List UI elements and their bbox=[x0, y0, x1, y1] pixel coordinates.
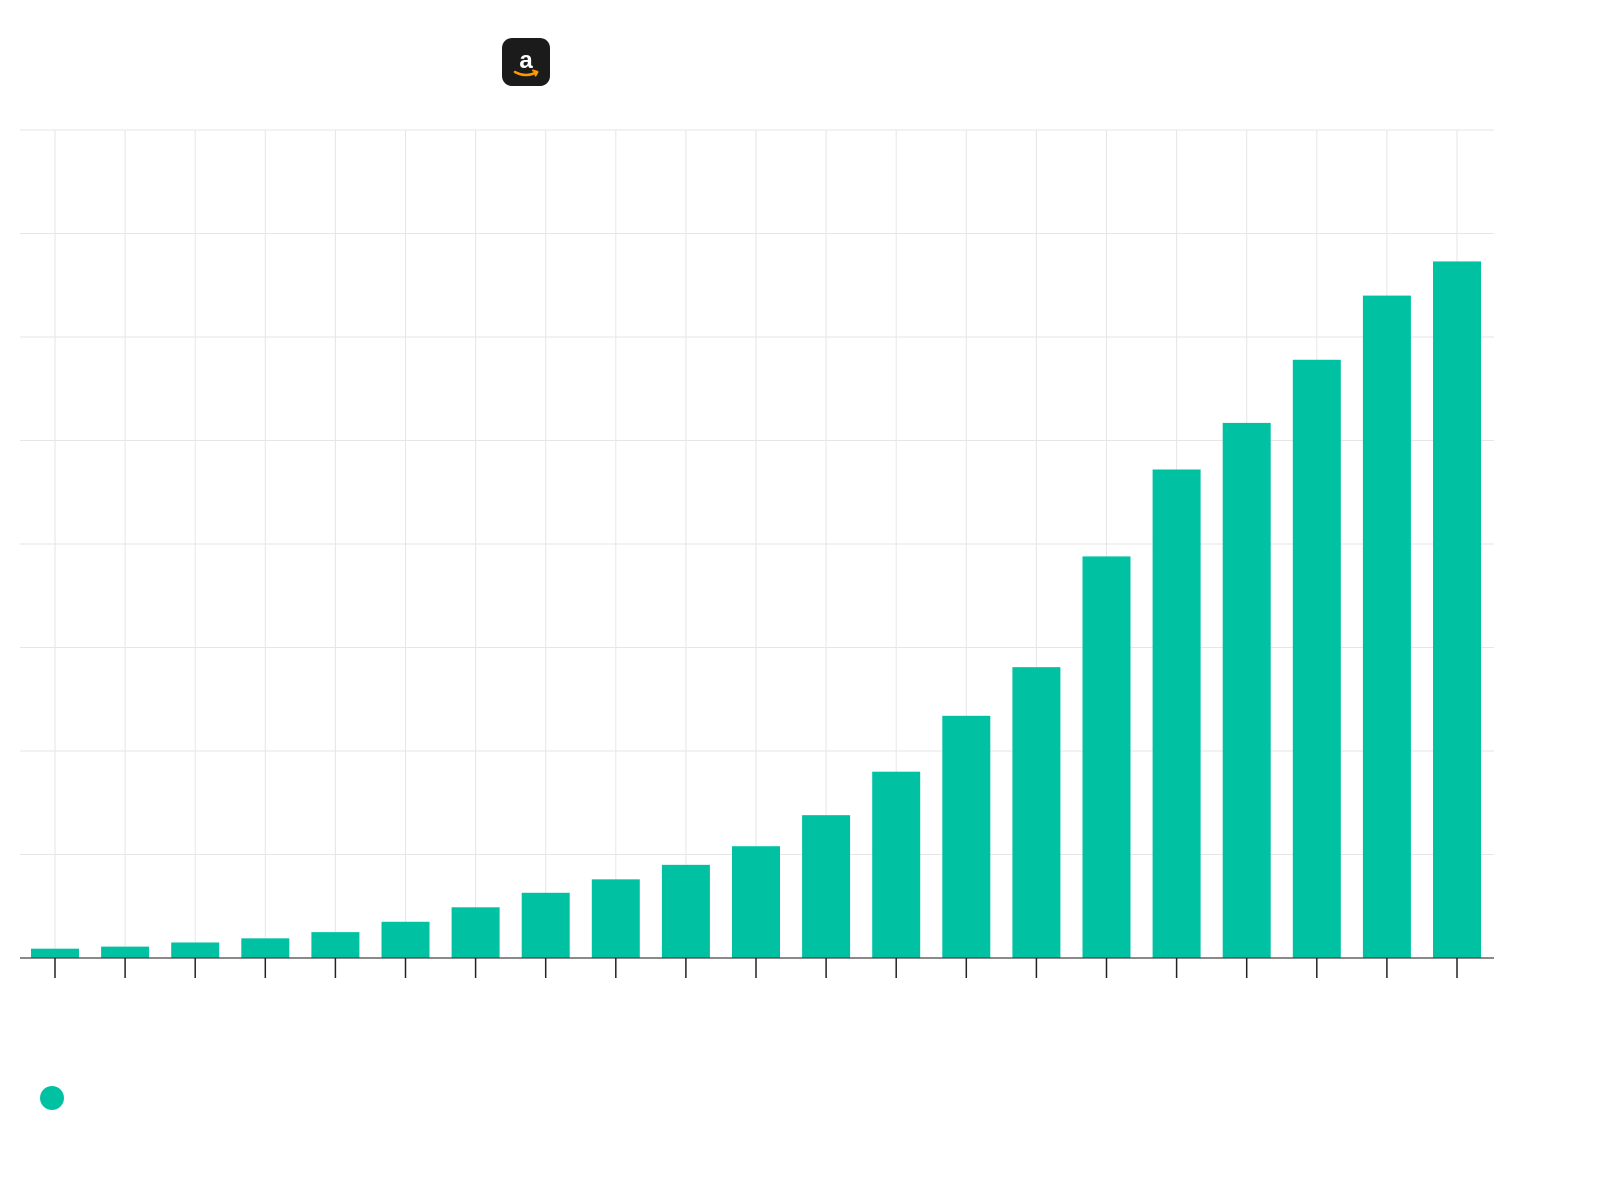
bar bbox=[101, 946, 150, 958]
bar bbox=[31, 948, 79, 958]
bar bbox=[1362, 295, 1411, 959]
bar bbox=[1433, 261, 1481, 958]
bar bbox=[1152, 469, 1201, 958]
bar bbox=[241, 938, 290, 958]
grid-layer bbox=[20, 129, 1494, 958]
bar bbox=[591, 879, 640, 958]
amazon-logo-icon: a bbox=[502, 38, 550, 86]
bar bbox=[942, 715, 991, 958]
bar bbox=[872, 771, 921, 958]
amazon-logo-glyph: a bbox=[513, 47, 539, 77]
bar bbox=[1292, 359, 1341, 958]
svg-text:a: a bbox=[519, 47, 533, 74]
bar bbox=[1012, 667, 1061, 958]
bar bbox=[381, 921, 430, 958]
bar bbox=[732, 846, 780, 958]
bars-layer bbox=[31, 261, 1481, 959]
bar bbox=[311, 932, 360, 958]
bar bbox=[802, 815, 851, 958]
bar bbox=[171, 942, 220, 958]
x-axis bbox=[20, 957, 1494, 978]
bar bbox=[1222, 422, 1271, 958]
bar bbox=[661, 864, 710, 958]
bar bbox=[1082, 556, 1131, 958]
bar bbox=[451, 907, 500, 958]
bar bbox=[521, 892, 570, 958]
legend-marker bbox=[40, 1086, 64, 1110]
